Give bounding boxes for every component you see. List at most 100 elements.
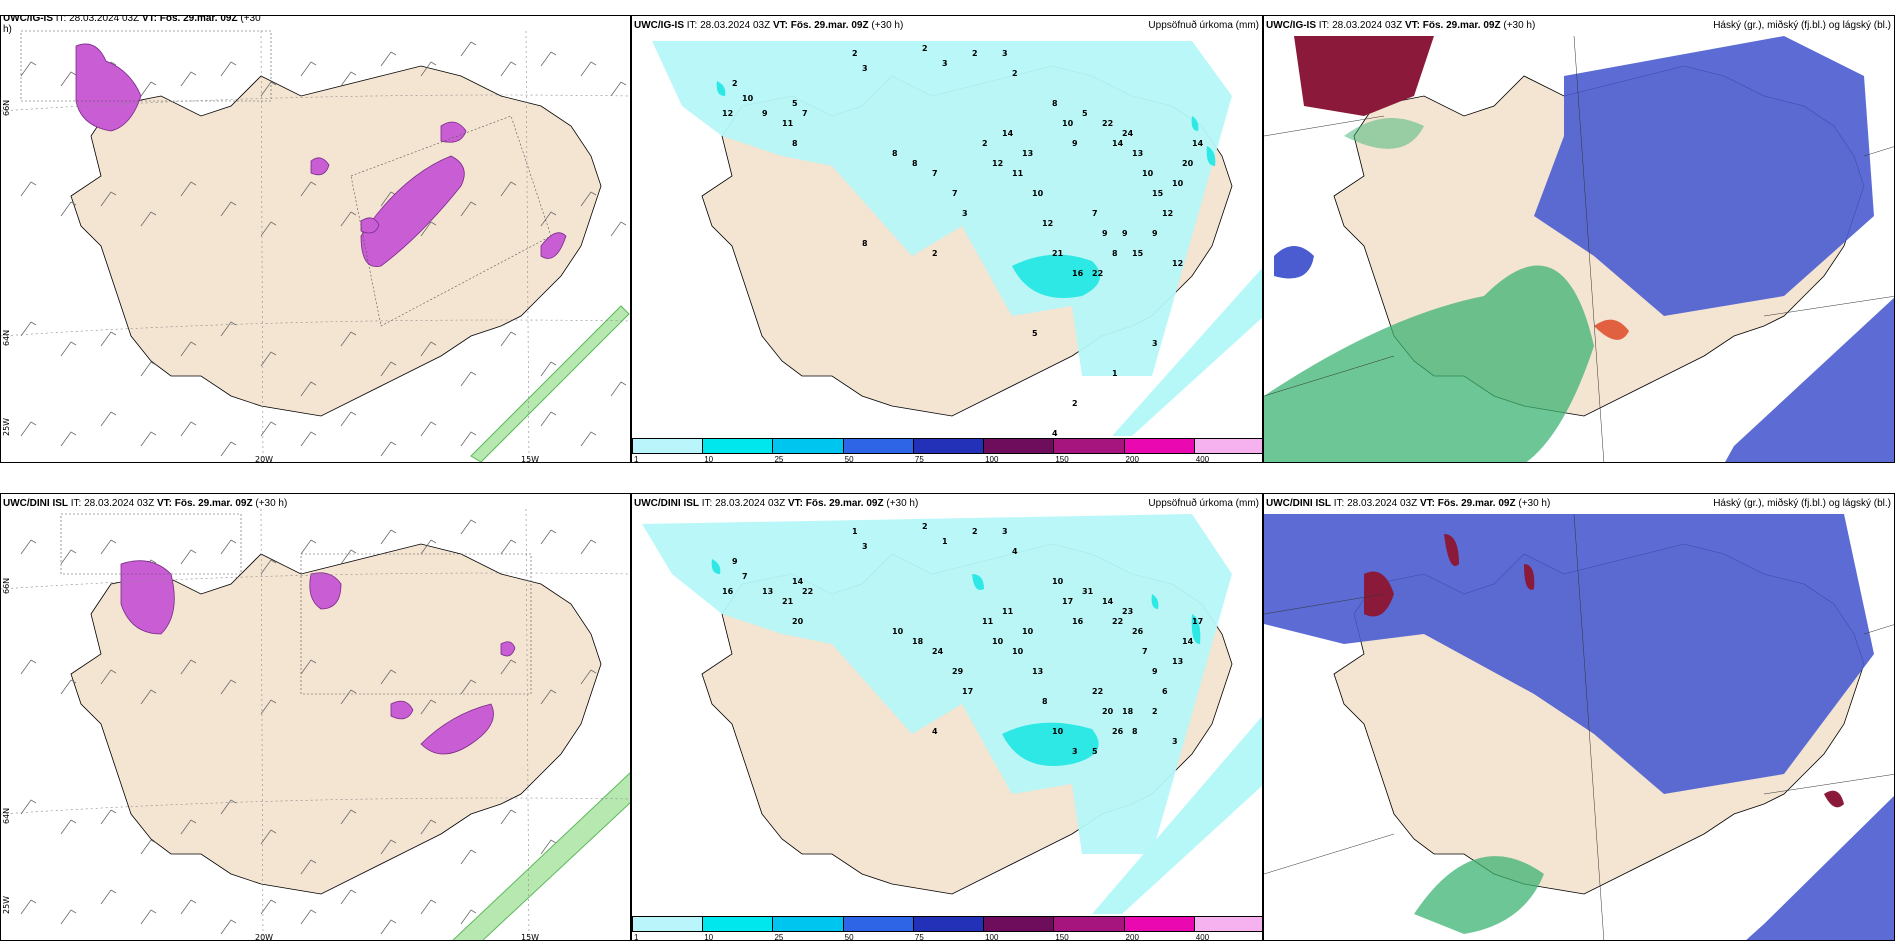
precip-value: 12 — [992, 159, 1003, 168]
precip-value: 4 — [1052, 429, 1058, 438]
precip-value: 2 — [982, 139, 988, 148]
precip-value: 7 — [932, 169, 938, 178]
colorbar-tick: 150 — [1055, 455, 1069, 463]
precip-light-area — [642, 514, 1232, 854]
precip-value: 2 — [852, 49, 858, 58]
precip-value: 2 — [732, 79, 738, 88]
colorbar-tick: 75 — [914, 933, 924, 941]
header-top-right: UWC/IG-IS IT: 28.03.2024 03Z VT: Fös. 29… — [1264, 16, 1894, 36]
precip-value: 5 — [1082, 109, 1088, 118]
precip-value: 1 — [1112, 369, 1118, 378]
precip-value: 2 — [972, 49, 978, 58]
precip-value: 1 — [852, 527, 858, 536]
precip-value: 9 — [1122, 229, 1128, 238]
precip-value: 3 — [1152, 339, 1158, 348]
map-bottom-wind: 66N 64N 25W 20W 15W — [1, 508, 630, 941]
lat-label: 25W — [2, 896, 11, 914]
lat-label: 64N — [2, 808, 11, 824]
model-name: UWC/DINI ISL — [3, 498, 68, 509]
valid-time: VT: Fös. 29.mar. 09Z — [787, 498, 884, 509]
init-time: IT: 28.03.2024 03Z — [1333, 498, 1418, 509]
precip-sea-band — [1112, 268, 1262, 436]
precip-value: 17 — [962, 687, 973, 696]
colorbar-tick: 75 — [914, 455, 924, 463]
model-name: UWC/IG-IS — [3, 15, 53, 24]
low-cloud-area — [1534, 36, 1874, 316]
precip-value: 8 — [1042, 697, 1048, 706]
precip-value: 10 — [1032, 189, 1044, 198]
precip-value: 7 — [952, 189, 958, 198]
precip-value: 3 — [862, 64, 868, 73]
precip-value: 9 — [1152, 229, 1158, 238]
precip-value: 16 — [1072, 617, 1084, 626]
precip-value: 12 — [1162, 209, 1173, 218]
lead-time: (+30 h) — [255, 498, 288, 509]
precip-value: 7 — [1142, 647, 1148, 656]
precip-value: 4 — [1012, 547, 1018, 556]
panel-bottom-wind: 66N 64N 25W 20W 15W UWC/DINI ISL IT: 28.… — [0, 493, 631, 941]
green-band — [470, 305, 630, 462]
precip-value: 3 — [1172, 737, 1178, 746]
graticule — [1264, 513, 1894, 940]
precip-value: 8 — [1052, 99, 1058, 108]
panel-top-precip: 2 3 2 3 2 3 2 2 10 12 9 11 8 7 5 8 8 7 7 3 2 12 14 11 13 10 12 8 10 9… — [631, 15, 1263, 463]
precip-value: 3 — [962, 209, 968, 218]
precip-value: 7 — [802, 109, 808, 118]
colorbar-swatch — [772, 438, 844, 454]
precip-value: 5 — [1092, 747, 1098, 756]
panel-title: Háský (gr.), miðský (fj.bl.) og lágský (… — [1713, 498, 1891, 509]
colorbar-swatch — [702, 916, 774, 932]
precip-value: 13 — [762, 587, 773, 596]
map-top-cloud — [1264, 35, 1894, 462]
lon-label: 15W — [521, 455, 539, 463]
colorbar-swatch — [1123, 438, 1195, 454]
panel-bottom-precip: 1 3 2 1 2 3 4 9 7 16 13 21 20 22 14 10 18 24 29 17 11 10 11 10 1… — [631, 493, 1263, 941]
colorbar-swatch — [1193, 916, 1262, 932]
valid-time: VT: Fös. 29.mar. 09Z — [141, 15, 238, 24]
hatch-area — [60, 513, 532, 695]
precip-value: 2 — [932, 249, 938, 258]
low-cloud-area — [1264, 514, 1874, 794]
model-name: UWC/DINI ISL — [1266, 498, 1331, 509]
precip-value: 4 — [932, 727, 938, 736]
high-cloud-area — [1414, 856, 1544, 934]
precip-value: 11 — [1012, 169, 1024, 178]
lead-time: (+30 — [240, 15, 261, 24]
precip-value: 22 — [1112, 617, 1123, 626]
lead-time: (+30 h) — [1518, 498, 1551, 509]
precip-value: 18 — [1122, 707, 1134, 716]
precip-value: 26 — [1132, 627, 1144, 636]
high-cloud-area — [1264, 265, 1594, 462]
precip-value: 13 — [1132, 149, 1143, 158]
colorbar-swatch — [983, 916, 1055, 932]
precip-value: 3 — [862, 542, 868, 551]
precip-value: 10 — [992, 637, 1004, 646]
green-band — [452, 772, 630, 940]
precip-value: 21 — [782, 597, 794, 606]
lon-label: 15W — [521, 933, 539, 941]
model-name: UWC/IG-IS — [1266, 20, 1316, 31]
header-top-left: UWC/IG-IS IT: 28.03.2024 03Z VT: Fös. 29… — [1, 15, 630, 26]
graticule — [1, 508, 630, 940]
colorbar-swatch — [632, 916, 704, 932]
precip-sea-band — [1092, 716, 1262, 914]
precip-value: 14 — [1112, 139, 1124, 148]
precip-value: 10 — [1022, 627, 1034, 636]
precip-value: 1 — [942, 537, 948, 546]
lat-label: 66N — [2, 100, 11, 116]
lat-label: 66N — [2, 578, 11, 594]
graticule — [1264, 35, 1894, 462]
precip-value: 31 — [1082, 587, 1094, 596]
panel-top-cloud: UWC/IG-IS IT: 28.03.2024 03Z VT: Fös. 29… — [1263, 15, 1895, 463]
precip-value: 8 — [1132, 727, 1138, 736]
precip-value: 9 — [762, 109, 768, 118]
lat-label: 64N — [2, 330, 11, 346]
valid-time: VT: Fös. 29.mar. 09Z — [156, 498, 253, 509]
precip-value: 2 — [1152, 707, 1158, 716]
precip-value: 16 — [722, 587, 734, 596]
colorbar-tick: 100 — [985, 455, 999, 463]
low-cloud-area — [1274, 246, 1314, 279]
precip-value: 21 — [1052, 249, 1064, 258]
colorbar-swatch — [1193, 438, 1262, 454]
init-time: IT: 28.03.2024 03Z — [70, 498, 155, 509]
